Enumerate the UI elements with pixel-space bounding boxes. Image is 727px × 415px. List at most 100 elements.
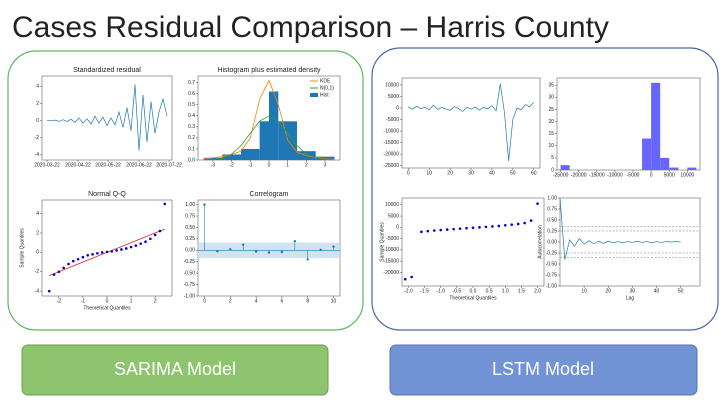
y-tick-label: -5000 <box>386 236 399 242</box>
qq-point <box>62 266 65 270</box>
stem-head <box>319 248 322 252</box>
qq-point <box>91 253 94 256</box>
qq-point <box>163 202 167 206</box>
legend-label: Hist <box>320 92 329 98</box>
x-tick-label: 10 <box>426 170 432 176</box>
y-tick-label: 0.25 <box>185 236 195 242</box>
stem-head <box>267 251 271 254</box>
qq-point <box>100 251 104 254</box>
y-tick-label: 5000 <box>388 213 399 219</box>
y-tick-label: 0.2 <box>188 135 195 141</box>
y-tick-label: -0.25 <box>184 259 196 265</box>
qq-point <box>497 224 501 228</box>
qq-point <box>410 275 413 279</box>
y-tick-label: -1.00 <box>184 293 196 299</box>
y-tick-label: 20 <box>548 119 554 125</box>
stem-head <box>229 248 232 251</box>
qq-point <box>439 228 443 232</box>
y-tick-label: -0.75 <box>184 282 196 288</box>
y-tick-label: 5 <box>551 155 554 161</box>
x-tick-label: -0.5 <box>453 288 462 294</box>
hist-bar <box>240 148 260 160</box>
x-tick-label: 30 <box>630 288 636 294</box>
legend-label: N(0,1) <box>320 85 334 91</box>
hist-bar <box>269 91 279 160</box>
x-tick-label: 1 <box>286 162 289 168</box>
y-tick-label: 0.7 <box>188 80 195 86</box>
x-tick-label: 50 <box>678 288 684 294</box>
y-tick-label: 25 <box>548 107 554 113</box>
x-tick-label: 1 <box>130 298 133 304</box>
y-tick-label: 10000 <box>385 202 399 208</box>
qq-point <box>420 230 423 234</box>
x-tick-label: 0.5 <box>486 288 493 294</box>
qq-point <box>81 255 85 259</box>
hist-bar <box>642 138 652 170</box>
density-line <box>203 115 335 161</box>
x-tick-label: -25000 <box>553 172 569 178</box>
y-tick-label: -0.75 <box>546 272 558 278</box>
qq-point <box>139 242 143 245</box>
y-tick-label: 4 <box>36 84 39 90</box>
x-axis-label: Theoretical Quantiles <box>449 295 497 301</box>
x-tick-label: 2 <box>229 298 232 304</box>
x-tick-label: -1 <box>81 298 86 304</box>
sarima-label: SARIMA Model <box>114 359 236 379</box>
x-tick-label: -5000 <box>627 172 640 178</box>
qq-point <box>105 250 109 254</box>
lstm-label: LSTM Model <box>492 359 594 379</box>
x-tick-label: -2 <box>57 298 62 304</box>
plot-frame <box>41 199 173 297</box>
y-tick-label: 0.75 <box>547 206 557 212</box>
qq-point <box>120 248 123 251</box>
x-tick-label: -1.5 <box>420 288 429 294</box>
qq-point <box>110 250 114 253</box>
sarima-button[interactable] <box>21 344 329 396</box>
y-tick-label: -25000 <box>383 163 399 169</box>
series-line <box>408 83 534 162</box>
qq-point <box>536 202 539 205</box>
qq-point <box>478 226 481 229</box>
x-tick-label: 2.0 <box>534 288 541 294</box>
qq-point <box>503 224 507 227</box>
x-tick-label: -15000 <box>589 172 605 178</box>
x-tick-label: 50 <box>510 170 516 176</box>
y-tick-label: -15000 <box>383 140 399 146</box>
x-tick-label: -20000 <box>571 172 587 178</box>
x-tick-label: 5000 <box>664 172 675 178</box>
stem-head <box>306 258 309 261</box>
y-tick-label: 0.3 <box>188 124 195 130</box>
chart-title: Standardized residual <box>73 67 141 74</box>
y-tick-label: 0 <box>551 167 554 173</box>
qq-point <box>510 223 514 226</box>
stem-head <box>254 250 258 253</box>
y-axis-label: Sample Quantiles <box>379 222 385 262</box>
y-tick-label: 10000 <box>385 82 399 88</box>
x-tick-label: 1.0 <box>502 288 509 294</box>
hist-bar <box>669 167 679 170</box>
x-tick-label: 3 <box>324 162 327 168</box>
qq-point <box>529 219 533 222</box>
y-tick-label: 0 <box>396 225 399 231</box>
qq-point <box>52 273 56 276</box>
y-tick-label: -4 <box>35 288 40 294</box>
plot-frame <box>556 77 701 171</box>
qq-point <box>124 247 128 250</box>
y-tick-label: -5000 <box>386 117 399 123</box>
y-tick-label: 0.6 <box>188 91 195 97</box>
x-tick-label: -2.0 <box>404 288 413 294</box>
y-tick-label: 0.50 <box>547 217 557 223</box>
y-tick-label: 0.50 <box>185 225 195 231</box>
y-axis-label: Sample Quantiles <box>19 228 25 268</box>
y-tick-label: 30 <box>548 95 554 101</box>
chart-title: Normal Q-Q <box>88 191 126 198</box>
qq-point <box>465 226 468 230</box>
hist-bar <box>222 154 241 160</box>
lstm-button[interactable] <box>389 344 698 396</box>
stem-head <box>280 250 284 254</box>
y-tick-label: -0.50 <box>546 261 558 267</box>
hist-bar <box>651 82 661 170</box>
qq-point <box>158 229 162 233</box>
y-tick-label: 0.0 <box>188 157 195 163</box>
hist-bar <box>203 157 223 160</box>
